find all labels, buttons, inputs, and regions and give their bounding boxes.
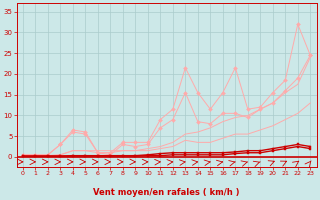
- X-axis label: Vent moyen/en rafales ( km/h ): Vent moyen/en rafales ( km/h ): [93, 188, 240, 197]
